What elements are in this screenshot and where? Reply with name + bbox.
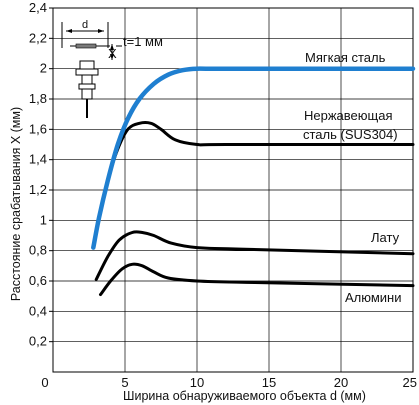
inset-x-letter: X — [108, 46, 117, 61]
y-tick-label: 1,6 — [29, 121, 47, 136]
x-tick-label: 5 — [121, 375, 128, 390]
label-brass: Лату — [371, 230, 400, 245]
y-tick-label: 1 — [40, 212, 47, 227]
label-stainless-line2: сталь (SUS304) — [303, 127, 398, 142]
y-tick-label: 2,2 — [29, 30, 47, 45]
x-tick-label: 10 — [190, 375, 204, 390]
inset-thickness-label: t=1 мм — [123, 34, 163, 49]
x-tick-label: 0 — [41, 375, 48, 390]
series-line-2 — [94, 230, 415, 281]
y-tick-label: 1,4 — [29, 152, 47, 167]
y-tick-label: 2 — [40, 61, 47, 76]
y-ticks: 0,2 0,4 0,6 0,8 1 1,2 1,4 1,6 1,8 2 2,2 2,4 — [29, 0, 53, 349]
inset-d-mark: d — [82, 19, 88, 31]
x-tick-label: 20 — [334, 375, 348, 390]
sensor-inset-diagram: d X t=1 мм — [61, 19, 163, 118]
series-lines — [91, 66, 416, 297]
x-tick-label: 15 — [262, 375, 276, 390]
y-tick-label: 0,6 — [29, 273, 47, 288]
x-ticks: 0 5 10 15 20 25 — [41, 375, 417, 390]
y-tick-label: 0,2 — [29, 334, 47, 349]
label-aluminum: Алюмини — [345, 290, 402, 305]
series-line-0 — [91, 66, 416, 250]
x-tick-label: 25 — [403, 375, 417, 390]
label-mild-steel: Мягкая сталь — [305, 50, 386, 65]
series-line-3 — [99, 262, 415, 297]
y-tick-label: 1,2 — [29, 182, 47, 197]
label-stainless-line1: Нержавеющая — [304, 108, 392, 123]
y-tick-label: 0,4 — [29, 303, 47, 318]
y-axis-title: Расстояние срабатывания X (мм) — [9, 107, 23, 301]
y-tick-label: 2,4 — [29, 0, 47, 15]
y-tick-label: 0,8 — [29, 243, 47, 258]
y-tick-label: 1,8 — [29, 91, 47, 106]
x-axis-title: Ширина обнаруживаемого объекта d (мм) — [123, 389, 366, 403]
